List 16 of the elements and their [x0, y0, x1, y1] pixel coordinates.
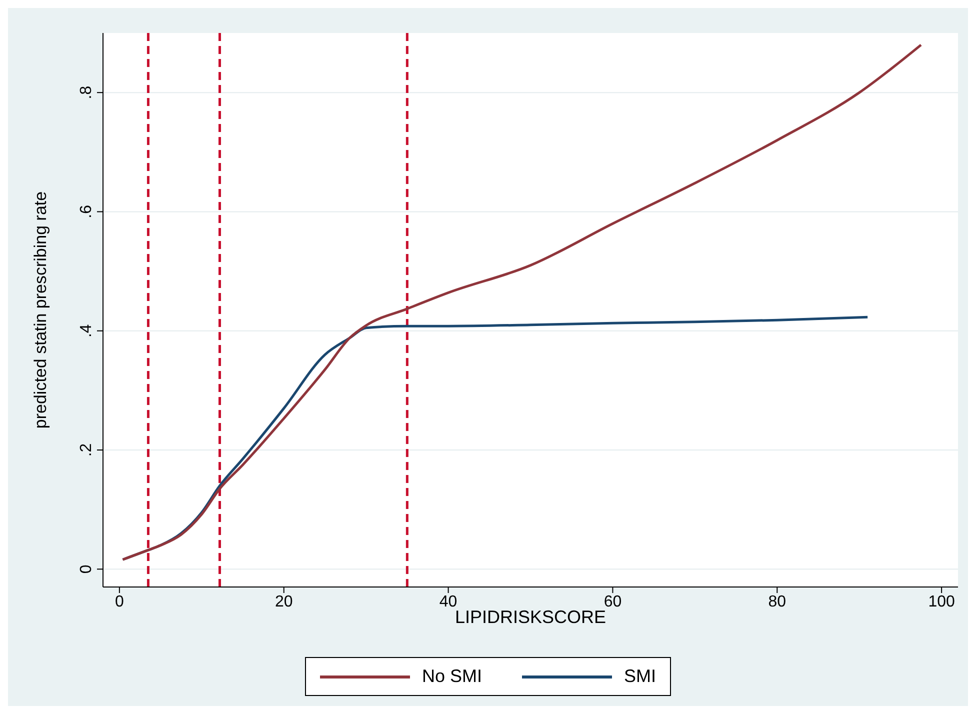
x-tick-label: 100 — [928, 593, 956, 610]
legend-label: SMI — [624, 666, 656, 687]
y-tick-label: 0 — [78, 564, 95, 574]
y-axis-title: predicted statin prescribing rate — [31, 191, 50, 429]
y-tick-label: .2 — [78, 443, 95, 457]
x-tick-label: 60 — [604, 593, 622, 610]
legend-label: No SMI — [422, 666, 482, 687]
y-tick-label: .8 — [78, 86, 95, 100]
x-tick-label: 0 — [114, 593, 124, 610]
x-axis-title: LIPIDRISKSCORE — [454, 607, 606, 627]
x-tick-label: 80 — [768, 593, 786, 610]
x-tick-label: 40 — [439, 593, 458, 610]
y-tick-label: .6 — [78, 204, 95, 218]
x-tick-label: 20 — [274, 593, 293, 610]
y-tick-label: .4 — [78, 324, 95, 338]
line-series — [121, 44, 922, 561]
